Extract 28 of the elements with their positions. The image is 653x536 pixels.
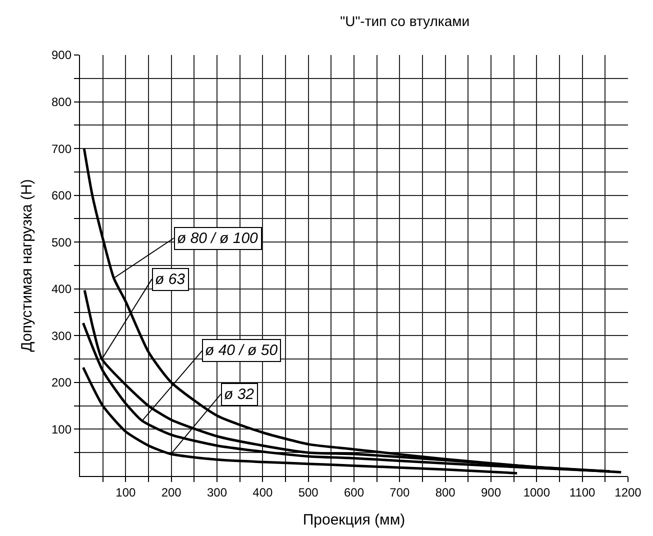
x-tick-label: 500 <box>298 486 319 500</box>
annotation: ø 32 <box>224 386 255 403</box>
x-tick-label: 1200 <box>614 486 642 500</box>
x-tick-label: 800 <box>435 486 456 500</box>
chart-title: "U"-тип со втулками <box>340 12 470 29</box>
y-tick-label: 500 <box>51 235 72 250</box>
x-tick-label: 400 <box>252 486 273 500</box>
x-axis-title: Проекция (мм) <box>302 512 406 528</box>
annotation: ø 63 <box>155 271 186 288</box>
x-tick-label: 700 <box>390 486 410 500</box>
x-tick-label: 600 <box>344 486 364 500</box>
x-tick-label: 300 <box>206 486 228 500</box>
y-tick-label: 100 <box>51 422 72 436</box>
y-tick-label: 400 <box>51 282 72 296</box>
y-tick-label: 800 <box>51 94 72 109</box>
y-axis-title: Допустимая нагрузка (Н) <box>18 179 36 352</box>
y-tick-label: 900 <box>51 48 72 62</box>
y-tick-label: 200 <box>51 376 72 390</box>
x-tick-label: 200 <box>161 486 182 500</box>
y-tick-label: 600 <box>51 188 72 203</box>
x-tick-label: 900 <box>480 486 502 500</box>
y-tick-label: 300 <box>51 328 72 343</box>
annotation: ø 80 / ø 100 <box>177 230 259 247</box>
y-tick-label: 700 <box>51 142 72 156</box>
x-tick-label: 1100 <box>569 486 596 500</box>
x-tick-label: 1000 <box>523 486 550 500</box>
annotation: ø 40 / ø 50 <box>205 342 278 359</box>
x-tick-label: 100 <box>116 486 136 500</box>
